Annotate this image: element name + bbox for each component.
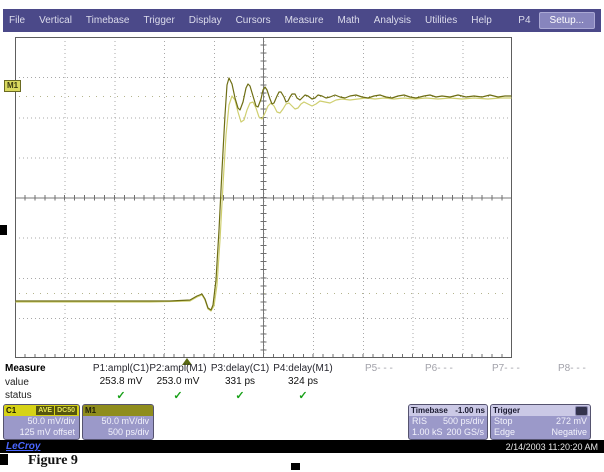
timebase-delay: -1.00 ns (455, 406, 485, 415)
status-row-header: status (5, 390, 32, 401)
page-mark-bottom-center (291, 463, 300, 470)
c1-descriptor-header: C1 AVE DC50 (4, 405, 79, 416)
param-p2-value: 253.0 mV (156, 376, 200, 387)
param-p1-label: P1:ampl(C1) (92, 363, 150, 374)
menu-math[interactable]: Math (337, 15, 360, 26)
value-row-header: value (5, 377, 29, 388)
m1-volts-per-div: 50.0 mV/div (101, 416, 149, 426)
menu-utilities[interactable]: Utilities (424, 15, 458, 26)
menu-file[interactable]: File (9, 15, 26, 26)
trigger-type: Edge (494, 427, 516, 437)
param-p2-label: P2:ampl(M1) (149, 363, 207, 374)
waveform-display[interactable] (15, 37, 512, 367)
c1-offset: 125 mV offset (19, 427, 75, 437)
timebase-samples: 1.00 kS (412, 427, 443, 437)
m1-title: M1 (85, 406, 97, 415)
param-p4-value: 324 ps (287, 376, 319, 387)
param-p8-unused[interactable]: P8- - - (558, 363, 586, 374)
param-p1[interactable]: P1:ampl(C1) 253.8 mV ✓ (73, 363, 169, 402)
param-p4[interactable]: P4:delay(M1) 324 ps ✓ (255, 363, 351, 402)
trigger-title: Trigger (493, 406, 521, 415)
c1-ave-badge: AVE (36, 406, 55, 415)
param-p2[interactable]: P2:ampl(M1) 253.0 mV ✓ (130, 363, 226, 402)
param-p6-unused[interactable]: P6- - - (425, 363, 453, 374)
trigger-time-marker-icon[interactable] (182, 358, 192, 365)
param-p1-value: 253.8 mV (99, 376, 143, 387)
p4-indicator: P4 (518, 15, 531, 26)
param-p3-value: 331 ps (224, 376, 256, 387)
timebase-descriptor-box[interactable]: Timebase -1.00 ns RIS 500 ps/div 1.00 kS… (408, 404, 488, 440)
trace-m1 (15, 95, 512, 312)
param-p7-unused[interactable]: P7- - - (492, 363, 520, 374)
c1-title: C1 (6, 406, 17, 415)
datetime: 2/14/2003 11:20:20 AM (505, 441, 598, 452)
trigger-symbol-icon (575, 405, 588, 416)
param-p4-label: P4:delay(M1) (273, 363, 333, 374)
waveform-svg (15, 37, 512, 365)
param-p5-unused[interactable]: P5- - - (365, 363, 393, 374)
param-p1-status-check-icon: ✓ (116, 390, 126, 402)
status-bar: LeCroy 2/14/2003 11:20:20 AM (0, 440, 604, 453)
param-p3[interactable]: P3:delay(C1) 331 ps ✓ (192, 363, 288, 402)
param-p3-label: P3:delay(C1) (210, 363, 270, 374)
timebase-per-div: 500 ps/div (442, 416, 484, 426)
c1-coupling-badge: DC50 (55, 406, 77, 415)
m1-descriptor-header: M1 (83, 405, 153, 416)
param-p3-status-check-icon: ✓ (235, 390, 245, 402)
menu-trigger[interactable]: Trigger (143, 15, 175, 26)
menu-measure[interactable]: Measure (284, 15, 324, 26)
trigger-slope: Negative (551, 427, 587, 437)
menu-cursors[interactable]: Cursors (235, 15, 271, 26)
param-p2-status-check-icon: ✓ (173, 390, 183, 402)
menu-help[interactable]: Help (471, 15, 492, 26)
page-mark-left (0, 225, 7, 235)
setup-button[interactable]: Setup... (538, 12, 595, 29)
menu-vertical[interactable]: Vertical (39, 15, 72, 26)
menu-display[interactable]: Display (188, 15, 222, 26)
m1-time-per-div: 500 ps/div (107, 427, 149, 437)
m1-trace-label[interactable]: M1 (4, 80, 22, 92)
measure-row-header: Measure (5, 363, 46, 374)
lecroy-logo: LeCroy (6, 441, 41, 452)
timebase-title: Timebase (411, 406, 448, 415)
figure-caption: Figure 9 (28, 453, 78, 468)
timebase-sample-rate: 200 GS/s (446, 427, 484, 437)
m1-descriptor-box[interactable]: M1 50.0 mV/div 500 ps/div (82, 404, 154, 440)
timebase-mode: RIS (412, 416, 428, 426)
menu-bar: File Vertical Timebase Trigger Display C… (3, 9, 601, 32)
c1-descriptor-box[interactable]: C1 AVE DC50 50.0 mV/div 125 mV offset (3, 404, 80, 440)
c1-volts-per-div: 50.0 mV/div (27, 416, 75, 426)
trigger-descriptor-box[interactable]: Trigger Stop 272 mV Edge Negative (490, 404, 591, 440)
param-p4-status-check-icon: ✓ (298, 390, 308, 402)
menu-timebase[interactable]: Timebase (85, 15, 130, 26)
page-mark-bottom-left (0, 454, 8, 465)
trace-c1 (15, 77, 512, 311)
trigger-level: 272 mV (555, 416, 587, 426)
menu-analysis[interactable]: Analysis (373, 15, 411, 26)
trigger-mode: Stop (494, 416, 513, 426)
